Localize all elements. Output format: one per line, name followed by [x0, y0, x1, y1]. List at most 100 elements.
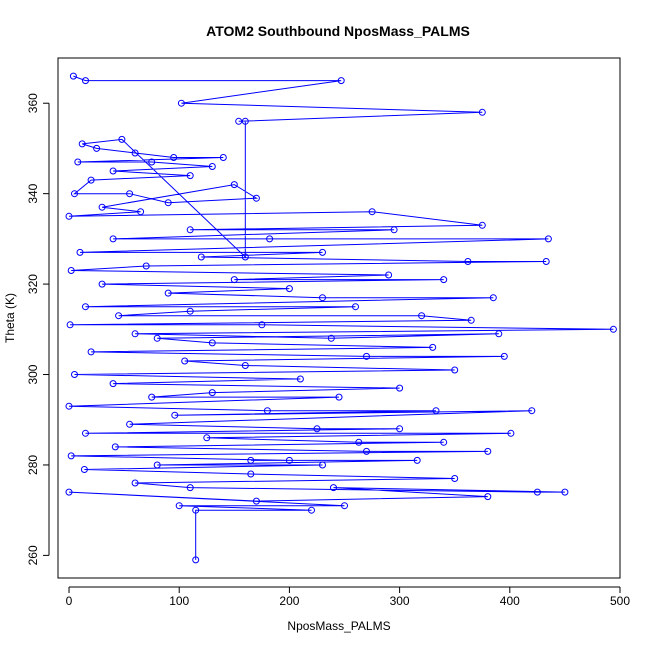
data-point [263, 407, 271, 415]
data-point [489, 294, 497, 302]
data-point [418, 312, 426, 320]
data-point [177, 99, 185, 107]
data-point [429, 343, 437, 351]
data-point [396, 384, 404, 392]
data-point [126, 190, 134, 198]
data-point [258, 321, 266, 329]
data-point [241, 253, 249, 261]
data-point [230, 276, 238, 284]
data-point [137, 208, 145, 216]
data-point [544, 235, 552, 243]
data-point [131, 149, 139, 157]
data-point [87, 348, 95, 356]
x-axis: 0 100 200 300 400 500 [66, 586, 630, 608]
data-point [74, 158, 82, 166]
data-point [65, 488, 73, 496]
data-point [363, 352, 370, 360]
data-point [186, 484, 194, 492]
data-point [76, 248, 84, 256]
y-tick-label: 340 [26, 183, 40, 203]
data-point [131, 330, 139, 338]
data-point [131, 479, 139, 487]
data-point [451, 475, 459, 482]
data-point [111, 443, 119, 451]
data-point [118, 135, 126, 143]
data-point [203, 434, 211, 442]
data-point [319, 294, 326, 302]
y-tick-label: 280 [26, 455, 40, 475]
data-point [93, 144, 101, 152]
data-point [186, 307, 194, 315]
data-point [341, 502, 348, 510]
data-point [109, 167, 117, 175]
data-point [561, 488, 569, 496]
data-point [175, 502, 183, 510]
data-point [413, 456, 421, 464]
data-point [327, 334, 335, 342]
chart-title: ATOM2 Southbound NposMass_PALMS [206, 23, 470, 39]
data-point [451, 366, 459, 374]
data-point [308, 506, 315, 514]
data-point [467, 316, 475, 324]
data-point [67, 267, 75, 274]
data-point [296, 375, 304, 383]
data-point [153, 334, 161, 342]
data-point [192, 556, 200, 564]
data-point [186, 172, 194, 180]
data-point [148, 393, 156, 401]
data-point [142, 262, 150, 270]
y-tick-label: 260 [26, 545, 40, 565]
data-point [148, 158, 156, 166]
y-tick-label: 360 [26, 93, 40, 113]
data-point [67, 452, 75, 460]
data-point [71, 190, 78, 198]
data-point [153, 461, 161, 469]
data-point [98, 203, 106, 211]
x-tick-label: 400 [500, 594, 520, 608]
data-point [363, 447, 370, 455]
data-point [542, 258, 550, 265]
data-point [164, 289, 172, 297]
data-point [390, 226, 398, 234]
data-point [313, 425, 321, 433]
data-point [219, 154, 227, 161]
data-point [533, 488, 541, 496]
data-point [432, 407, 440, 415]
data-point [109, 380, 117, 388]
data-point [507, 429, 515, 437]
data-point [80, 466, 88, 473]
data-point [82, 77, 89, 85]
data-point [78, 140, 86, 148]
y-axis-label: Theta (K) [3, 293, 17, 343]
data-point [115, 312, 123, 320]
data-point [609, 325, 617, 333]
x-tick-label: 200 [279, 594, 299, 608]
data-point [484, 447, 492, 455]
data-point [337, 77, 345, 85]
data-point [164, 199, 172, 207]
data-point [330, 484, 337, 492]
data-point [69, 72, 77, 80]
data-point [285, 285, 293, 293]
data-point [247, 456, 255, 464]
data-point [186, 226, 194, 234]
y-tick-label: 300 [26, 364, 40, 384]
data-point [285, 456, 293, 464]
data-point [440, 438, 448, 446]
data-point [65, 402, 73, 410]
data-point [87, 176, 95, 184]
data-point [396, 425, 404, 433]
data-point [478, 108, 486, 116]
data-point [66, 321, 74, 329]
data-point [235, 117, 243, 125]
data-point [484, 493, 492, 501]
data-point [266, 235, 274, 243]
plot-frame [57, 57, 621, 579]
x-tick-label: 100 [169, 594, 189, 608]
data-point [197, 253, 205, 261]
data-point [126, 420, 134, 428]
data-point [335, 393, 343, 401]
data-point [71, 371, 78, 378]
x-tick-label: 300 [390, 594, 410, 608]
data-point [208, 163, 216, 170]
